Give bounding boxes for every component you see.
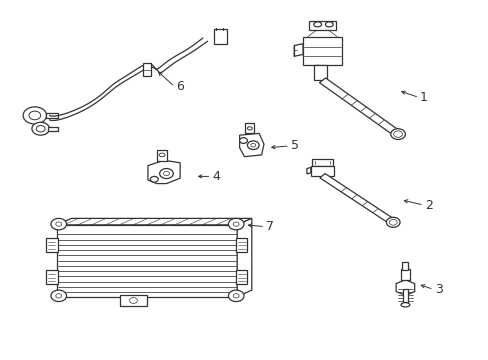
Bar (48, 127, 58, 131)
Bar (236, 270, 246, 284)
Circle shape (233, 294, 239, 298)
Circle shape (233, 222, 239, 226)
Circle shape (36, 126, 45, 132)
Ellipse shape (159, 153, 164, 157)
Circle shape (163, 171, 169, 176)
Circle shape (32, 122, 49, 135)
Bar (313, 64, 327, 80)
Ellipse shape (313, 22, 321, 27)
Circle shape (51, 290, 66, 302)
Polygon shape (148, 160, 180, 184)
Polygon shape (319, 78, 400, 136)
Bar (236, 238, 246, 252)
Text: 3: 3 (434, 283, 442, 296)
Polygon shape (294, 44, 303, 56)
Ellipse shape (388, 220, 396, 225)
Circle shape (159, 168, 173, 179)
Bar (402, 262, 407, 270)
Polygon shape (395, 280, 414, 296)
Circle shape (29, 111, 41, 120)
Circle shape (56, 222, 61, 226)
Polygon shape (319, 174, 395, 224)
Bar (57, 225, 237, 297)
Bar (46, 238, 58, 252)
Circle shape (239, 138, 247, 143)
Ellipse shape (393, 131, 402, 137)
Bar (157, 150, 167, 161)
Circle shape (51, 219, 66, 230)
Ellipse shape (386, 217, 399, 227)
Ellipse shape (400, 303, 409, 307)
Ellipse shape (325, 22, 332, 27)
Circle shape (129, 298, 137, 303)
Circle shape (56, 294, 61, 298)
Circle shape (247, 141, 259, 149)
Ellipse shape (390, 129, 405, 139)
Circle shape (250, 143, 255, 147)
Text: 7: 7 (266, 220, 274, 233)
Circle shape (228, 290, 244, 302)
Bar (310, 166, 333, 176)
Bar (120, 296, 147, 306)
Bar (308, 22, 335, 30)
Bar (213, 30, 227, 44)
Text: 1: 1 (419, 91, 427, 104)
Circle shape (228, 219, 244, 230)
Bar (245, 123, 254, 134)
Text: 6: 6 (176, 80, 184, 93)
Polygon shape (57, 219, 251, 225)
Bar (143, 63, 151, 76)
Bar (400, 269, 409, 280)
Ellipse shape (247, 127, 252, 130)
Bar (303, 37, 341, 65)
Bar (311, 159, 332, 166)
Polygon shape (237, 219, 251, 297)
Text: 5: 5 (290, 139, 298, 152)
Polygon shape (306, 167, 310, 174)
Circle shape (23, 107, 46, 124)
Bar (46, 270, 58, 284)
Circle shape (150, 176, 158, 182)
Polygon shape (239, 134, 264, 157)
Text: 4: 4 (212, 170, 220, 183)
Bar (45, 113, 58, 118)
Bar (402, 289, 407, 302)
Text: 2: 2 (424, 199, 432, 212)
